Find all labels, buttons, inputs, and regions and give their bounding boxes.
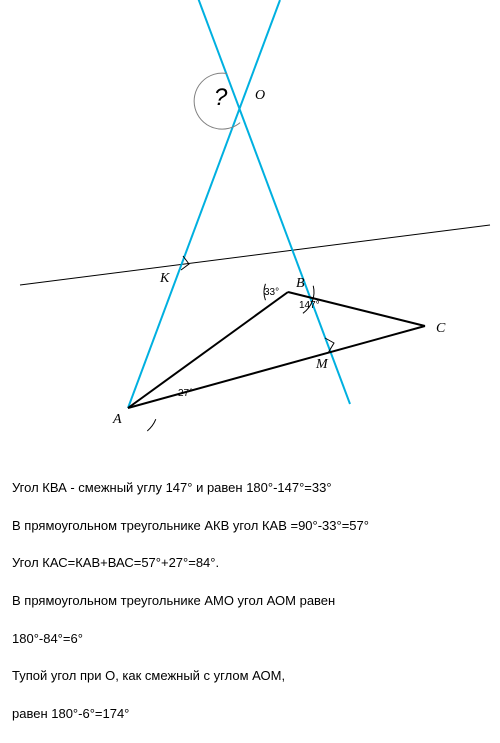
point-label-C: C <box>436 321 446 336</box>
point-label-B: B <box>296 276 305 291</box>
text-line-2: В прямоугольном треугольнике АКВ угол КА… <box>12 517 369 536</box>
text-line-4: В прямоугольном треугольнике АМО угол АО… <box>12 592 369 611</box>
text-line-1: Угол КВА - смежный углу 147° и равен 180… <box>12 479 369 498</box>
angle-label-q: ? <box>214 84 228 111</box>
explanation-text: Угол КВА - смежный углу 147° и равен 180… <box>12 460 369 743</box>
point-label-M: М <box>315 357 329 372</box>
text-line-7: равен 180°-6°=174° <box>12 705 369 724</box>
point-label-O: О <box>255 88 265 103</box>
text-line-5: 180°-84°=6° <box>12 630 369 649</box>
angle-label-a33: 33° <box>264 287 279 298</box>
point-label-K: К <box>159 271 170 286</box>
text-line-6: Тупой угол при О, как смежный с углом АО… <box>12 667 369 686</box>
angle-label-a147: 147° <box>299 300 320 311</box>
point-label-A: A <box>112 412 122 427</box>
text-line-3: Угол КАС=КАВ+ВАС=57°+27°=84°. <box>12 554 369 573</box>
angle-label-a27: 27° <box>178 388 193 399</box>
